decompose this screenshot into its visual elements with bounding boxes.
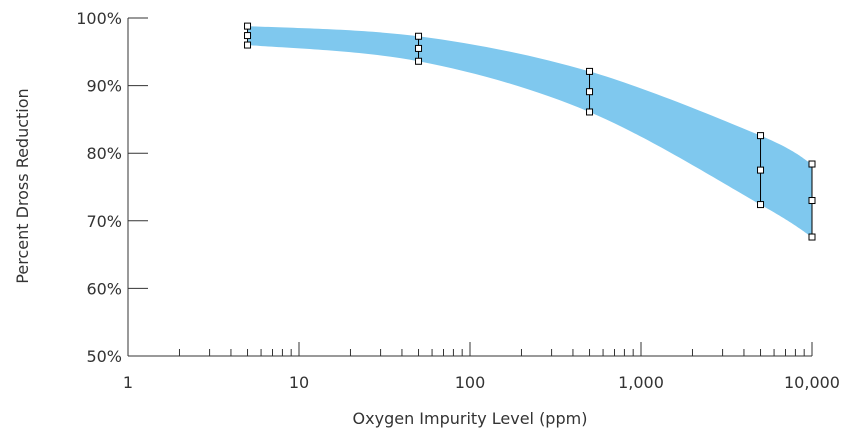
y-tick-label: 90% bbox=[86, 77, 122, 96]
lower-point bbox=[415, 57, 423, 65]
lower-point bbox=[586, 108, 594, 116]
x-tick-label: 10 bbox=[289, 373, 309, 392]
x-axis-label: Oxygen Impurity Level (ppm) bbox=[353, 409, 588, 428]
mid-point bbox=[757, 166, 765, 174]
data-marks bbox=[244, 22, 816, 241]
upper-point bbox=[808, 160, 816, 168]
lower-point bbox=[808, 233, 816, 241]
lower-point bbox=[757, 201, 765, 209]
upper-point bbox=[415, 32, 423, 40]
axes: 50% 60% 70% 80% 90% 100% 1 10 100 1,000 10,000 bbox=[76, 9, 840, 392]
mid-point bbox=[415, 44, 423, 52]
x-tick-label: 1,000 bbox=[618, 373, 664, 392]
upper-point bbox=[586, 67, 594, 75]
mid-point bbox=[808, 197, 816, 205]
mid-point bbox=[586, 88, 594, 96]
x-tick-label: 100 bbox=[455, 373, 486, 392]
upper-point bbox=[244, 22, 252, 30]
axis-labels: Oxygen Impurity Level (ppm) Percent Dros… bbox=[13, 88, 587, 428]
lower-point bbox=[244, 41, 252, 49]
confidence-band-layer bbox=[247, 26, 812, 237]
x-tick-label: 1 bbox=[123, 373, 133, 392]
x-tick-label: 10,000 bbox=[784, 373, 840, 392]
y-tick-label: 70% bbox=[86, 212, 122, 231]
mid-point bbox=[244, 32, 252, 40]
upper-point bbox=[757, 132, 765, 140]
y-tick-label: 60% bbox=[86, 279, 122, 298]
dross-reduction-band bbox=[247, 26, 812, 237]
y-tick-label: 100% bbox=[76, 9, 122, 28]
y-tick-label: 50% bbox=[86, 347, 122, 366]
y-tick-label: 80% bbox=[86, 144, 122, 163]
y-axis-label: Percent Dross Reduction bbox=[13, 88, 32, 283]
